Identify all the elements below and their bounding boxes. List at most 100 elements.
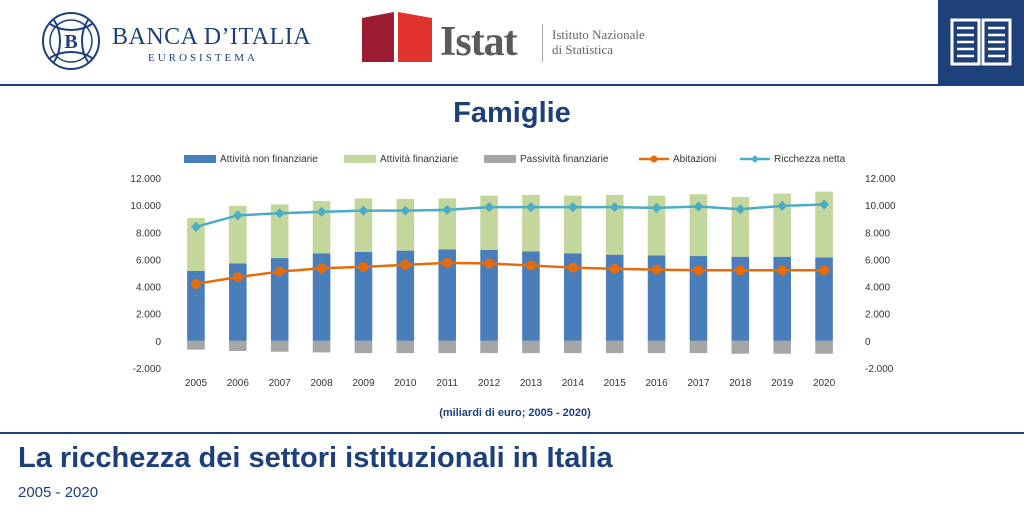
legend-swatch <box>344 155 376 163</box>
y2-tick-label: 2.000 <box>865 310 890 321</box>
bar-liabilities <box>354 340 373 354</box>
y-tick-label: 0 <box>155 337 161 348</box>
svg-text:B: B <box>64 31 77 53</box>
x-tick-label: 2012 <box>478 378 501 389</box>
istat-fullname-line2: di Statistica <box>552 42 614 57</box>
footer-subtitle: 2005 - 2020 <box>18 484 99 501</box>
bar-financial <box>647 195 666 256</box>
legend-label: Ricchezza netta <box>774 154 846 165</box>
chart-title: Famiglie <box>453 97 571 129</box>
housing-point <box>442 257 453 268</box>
legend-swatch <box>184 155 216 163</box>
bar-financial <box>312 201 331 254</box>
x-tick-label: 2010 <box>394 378 417 389</box>
bar-non-financial <box>187 270 205 341</box>
x-tick-label: 2008 <box>310 378 333 389</box>
x-tick-label: 2019 <box>771 378 794 389</box>
y2-tick-label: -2.000 <box>865 364 894 375</box>
wealth-chart: -2.000 -2.000 0 0 2.000 2.000 4.000 4.000 6.000 6… <box>130 154 896 389</box>
housing-point <box>484 258 495 269</box>
housing-point <box>274 266 285 277</box>
istat-wordmark: Istat <box>440 19 518 65</box>
istat-logo[interactable]: Istat Istituto Nazionale di Statistica <box>360 12 660 72</box>
housing-point <box>777 265 788 276</box>
open-book-icon <box>950 18 1012 66</box>
housing-point <box>400 259 411 270</box>
istat-fullname-line1: Istituto Nazionale <box>552 27 645 42</box>
bar-financial <box>731 197 750 257</box>
net-wealth-point <box>819 199 830 210</box>
x-tick-label: 2006 <box>227 378 250 389</box>
net-wealth-point <box>525 202 536 213</box>
net-wealth-point <box>274 208 285 219</box>
istat-separator <box>542 24 543 62</box>
x-tick-label: 2007 <box>269 378 292 389</box>
net-wealth-point <box>693 201 704 212</box>
bar-non-financial <box>438 249 456 341</box>
bank-name: BANCA D’ITALIA <box>112 24 312 50</box>
bar-non-financial <box>647 255 666 341</box>
housing-point <box>693 265 704 276</box>
publication-button[interactable] <box>938 0 1024 85</box>
housing-point <box>358 261 369 272</box>
net-wealth-point <box>400 205 411 216</box>
y2-tick-label: 10.000 <box>865 201 896 212</box>
bar-non-financial <box>815 257 833 341</box>
bar-liabilities <box>647 340 666 354</box>
bar-financial <box>396 199 415 251</box>
bar-non-financial <box>396 250 415 341</box>
istat-fullname: Istituto Nazionale di Statistica <box>552 27 645 57</box>
legend-label: Attività finanziarie <box>380 154 459 165</box>
bar-financial <box>689 194 708 257</box>
bar-non-financial <box>480 249 498 341</box>
housing-point <box>609 263 620 274</box>
banca-italia-seal-icon: B <box>42 12 100 70</box>
net-wealth-point <box>316 206 327 217</box>
housing-point <box>735 265 746 276</box>
x-tick-label: 2017 <box>687 378 710 389</box>
housing-point <box>567 262 578 273</box>
y-tick-label: 12.000 <box>130 174 161 185</box>
bar-non-financial <box>522 251 540 341</box>
bar-financial <box>605 194 624 255</box>
x-tick-label: 2013 <box>520 378 543 389</box>
bar-non-financial <box>312 253 331 341</box>
bar-non-financial <box>564 253 582 341</box>
bar-non-financial <box>731 256 750 341</box>
bar-financial <box>522 194 540 252</box>
legend-marker <box>650 155 658 163</box>
y-tick-label: 4.000 <box>136 283 161 294</box>
net-wealth-point <box>735 204 746 215</box>
net-wealth-point <box>777 200 788 211</box>
net-wealth-point <box>567 202 578 213</box>
legend-label: Attività non finanziarie <box>220 154 318 165</box>
banca-italia-logo[interactable]: B BANCA D’ITALIA EUROSISTEMA <box>40 10 320 74</box>
x-tick-label: 2005 <box>185 378 208 389</box>
bar-non-financial <box>605 254 624 341</box>
footer-divider <box>0 432 1024 434</box>
bar-financial <box>815 191 833 258</box>
legend-label: Passività finanziarie <box>520 154 609 165</box>
bar-liabilities <box>480 340 498 354</box>
x-tick-label: 2011 <box>436 378 458 389</box>
housing-point <box>651 264 662 275</box>
housing-point <box>232 272 243 283</box>
y-tick-label: 10.000 <box>130 201 161 212</box>
net-wealth-point <box>358 205 369 216</box>
bar-liabilities <box>438 340 456 354</box>
bar-non-financial <box>270 258 289 341</box>
bar-financial <box>773 193 791 257</box>
header-divider <box>0 84 1024 86</box>
bar-liabilities <box>522 340 540 354</box>
legend-swatch <box>484 155 516 163</box>
net-wealth-point <box>651 202 662 213</box>
bar-financial <box>229 205 247 264</box>
bar-non-financial <box>354 251 373 341</box>
x-tick-label: 2016 <box>645 378 668 389</box>
bar-financial <box>564 195 582 254</box>
bar-liabilities <box>396 340 415 354</box>
housing-line <box>195 261 825 286</box>
x-tick-label: 2014 <box>562 378 585 389</box>
istat-blocks-icon <box>362 12 432 62</box>
y-tick-label: 8.000 <box>136 228 161 239</box>
